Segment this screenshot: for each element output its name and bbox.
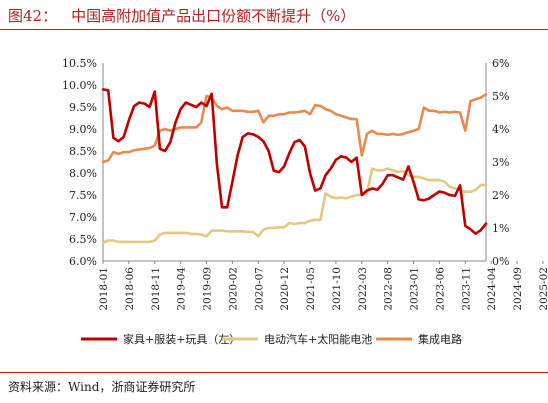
x-tick-label: 2019-04 — [176, 267, 188, 311]
left-tick-label: 10.0% — [62, 79, 97, 92]
right-tick-label: 6% — [492, 57, 509, 70]
figure-title: 中国高附加值产品出口份额不断提升（%） — [71, 7, 356, 25]
right-tick-label: 2% — [492, 189, 509, 202]
left-tick-label: 7.0% — [69, 211, 97, 224]
x-tick-label: 2020-07 — [253, 267, 265, 311]
right-tick-label: 5% — [492, 90, 509, 103]
x-tick-label: 2022-03 — [357, 267, 369, 311]
left-tick-label: 8.0% — [69, 167, 97, 180]
left-tick-label: 7.5% — [69, 189, 97, 202]
legend-item-1: 电动汽车+太阳能电池 — [222, 332, 372, 346]
x-tick-label: 2021-10 — [331, 267, 343, 311]
x-tick-label: 2023-01 — [409, 267, 421, 311]
legend-item-2: 集成电路 — [376, 332, 462, 346]
left-tick-label: 9.0% — [69, 123, 97, 136]
x-tick-label: 2018-11 — [150, 267, 162, 311]
source-note: 资料来源：Wind，浙商证券研究所 — [8, 380, 196, 394]
legend-label: 集成电路 — [418, 332, 462, 346]
x-tick-label: 2024-04 — [486, 267, 498, 311]
right-tick-label: 3% — [492, 156, 509, 169]
figure-label: 图42： — [8, 7, 58, 25]
legend-label: 家具+服装+玩具（左） — [123, 332, 240, 346]
x-tick-label: 2020-02 — [227, 267, 239, 311]
series-line-1 — [101, 167, 488, 245]
left-tick-label: 6.5% — [69, 233, 97, 246]
x-tick-label: 2025-02 — [538, 267, 548, 311]
x-tick-label: 2024-09 — [512, 267, 524, 311]
right-tick-label: 0% — [492, 255, 509, 268]
x-tick-label: 2021-05 — [305, 267, 317, 311]
right-tick-label: 1% — [492, 222, 509, 235]
x-tick-label: 2019-09 — [202, 267, 214, 311]
x-tick-label: 2018-01 — [98, 267, 110, 311]
x-tick-label: 2018-06 — [124, 267, 136, 311]
left-tick-label: 10.5% — [62, 57, 97, 70]
x-tick-label: 2022-08 — [383, 267, 395, 311]
chart-title: 图42： 中国高附加值产品出口份额不断提升（%） — [8, 5, 355, 26]
legend-item-0: 家具+服装+玩具（左） — [81, 332, 240, 346]
x-tick-label: 2020-12 — [279, 267, 291, 311]
left-tick-label: 6.0% — [69, 255, 97, 268]
x-tick-label: 2023-06 — [434, 267, 446, 311]
top-rule — [0, 29, 548, 30]
series-line-2 — [101, 93, 488, 164]
left-tick-label: 8.5% — [69, 145, 97, 158]
bottom-rule — [0, 372, 548, 373]
series-line-0 — [101, 88, 488, 235]
right-tick-label: 4% — [492, 123, 509, 136]
legend-label: 电动汽车+太阳能电池 — [264, 332, 372, 346]
left-tick-label: 9.5% — [69, 101, 97, 114]
x-tick-label: 2023-11 — [460, 267, 472, 311]
